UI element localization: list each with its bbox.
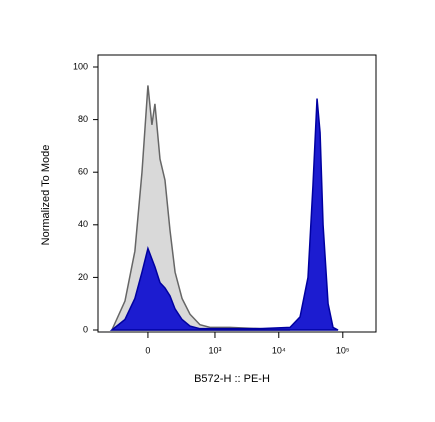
- y-axis-title: Normalized To Mode: [40, 145, 52, 246]
- histogram-area: [110, 85, 291, 331]
- y-tick-label: 20: [78, 272, 88, 282]
- plot-frame: [97, 54, 377, 333]
- histogram-area: [109, 98, 339, 331]
- x-tick-label: 10⁵: [336, 345, 350, 355]
- y-tick-label: 0: [83, 324, 88, 334]
- x-tick-label: 10³: [208, 345, 221, 355]
- y-tick-label: 80: [78, 114, 88, 124]
- y-tick-label: 40: [78, 219, 88, 229]
- y-tick-label: 100: [73, 61, 88, 71]
- x-axis-title: B572-H :: PE-H: [194, 373, 270, 385]
- x-tick-label: 10⁴: [272, 345, 286, 355]
- x-tick-label: 0: [145, 345, 150, 355]
- y-tick-label: 60: [78, 167, 88, 177]
